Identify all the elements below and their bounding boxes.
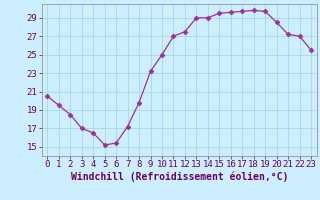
X-axis label: Windchill (Refroidissement éolien,°C): Windchill (Refroidissement éolien,°C) (70, 172, 288, 182)
